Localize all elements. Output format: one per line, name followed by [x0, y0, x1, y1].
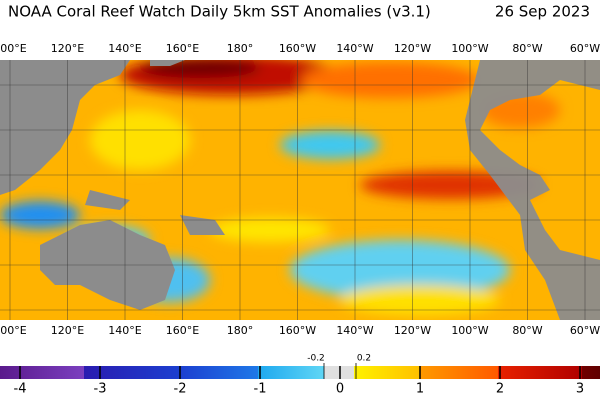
lon-label-bottom: 100°E: [0, 324, 27, 337]
colorbar: [0, 366, 600, 379]
lon-label-top: 160°W: [279, 42, 316, 55]
colorbar-label: -1: [254, 382, 267, 397]
lon-label-top: 80°W: [512, 42, 542, 55]
lon-label-top: 60°W: [570, 42, 600, 55]
lon-label-bottom: 180°: [227, 324, 254, 337]
title: NOAA Coral Reef Watch Daily 5km SST Anom…: [8, 3, 431, 21]
colorbar-label: -3: [94, 382, 107, 397]
lon-label-top: 140°W: [336, 42, 373, 55]
graticule: [0, 84, 600, 311]
date: 26 Sep 2023: [495, 3, 590, 21]
colorbar-minor-label: 0.2: [357, 354, 371, 364]
lon-label-bottom: 140°W: [336, 324, 373, 337]
lon-label-top: 100°W: [451, 42, 488, 55]
lon-label-top: 120°E: [51, 42, 84, 55]
lon-label-top: 160°E: [166, 42, 199, 55]
colorbar-label: 1: [416, 382, 424, 397]
colorbar-minor-label: -0.2: [307, 354, 325, 364]
colorbar-label: 2: [496, 382, 504, 397]
colorbar-label: -2: [174, 382, 187, 397]
lon-label-top: 140°E: [108, 42, 141, 55]
lon-label-bottom: 140°E: [108, 324, 141, 337]
lon-label-bottom: 100°W: [451, 324, 488, 337]
colorbar-label: -4: [14, 382, 27, 397]
lon-label-bottom: 160°E: [166, 324, 199, 337]
lon-label-bottom: 160°W: [279, 324, 316, 337]
lon-label-top: 180°: [227, 42, 254, 55]
lon-label-top: 120°W: [394, 42, 431, 55]
map: [0, 60, 600, 320]
land: [0, 60, 600, 320]
lon-label-top: 100°E: [0, 42, 27, 55]
lon-label-bottom: 60°W: [570, 324, 600, 337]
colorbar-label: 0: [336, 382, 344, 397]
lon-label-bottom: 120°W: [394, 324, 431, 337]
colorbar-label: 3: [576, 382, 584, 397]
lon-label-bottom: 80°W: [512, 324, 542, 337]
lon-label-bottom: 120°E: [51, 324, 84, 337]
